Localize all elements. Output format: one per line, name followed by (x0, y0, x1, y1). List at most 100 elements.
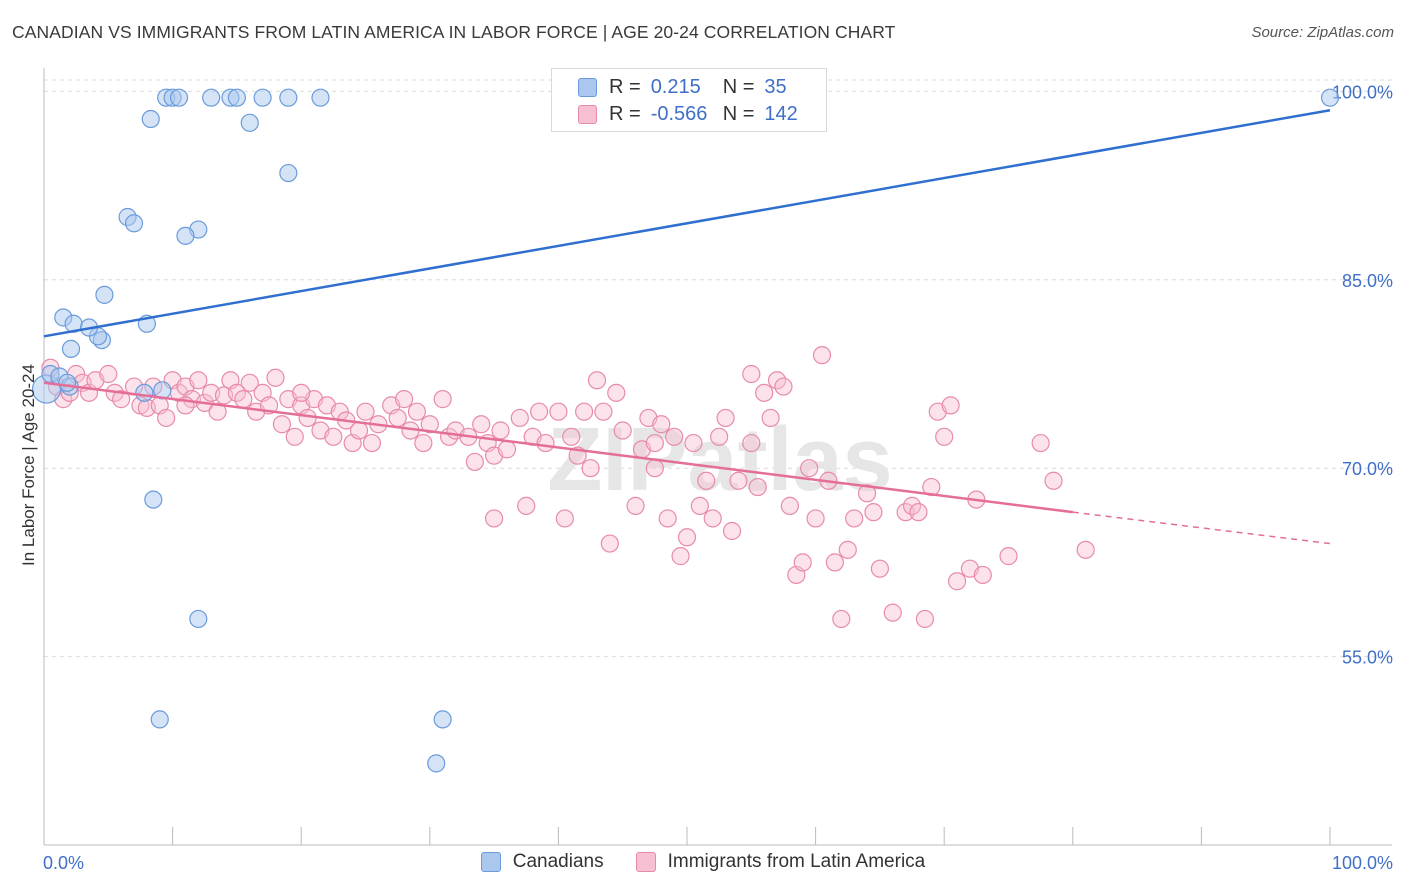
series-immigrants-points (41, 346, 1095, 629)
data-point-immigrants (677, 528, 697, 547)
data-point-canadians (253, 88, 272, 107)
legend-n-value: 142 (764, 102, 798, 125)
source-label: Source: ZipAtlas.com (1251, 24, 1394, 41)
legend-r-label: R = (609, 75, 641, 98)
data-point-immigrants (394, 390, 414, 409)
data-point-immigrants (665, 427, 684, 446)
data-point-immigrants (613, 421, 632, 440)
data-point-canadians (189, 609, 208, 629)
data-point-immigrants (587, 371, 607, 390)
data-point-immigrants (755, 383, 774, 402)
data-point-immigrants (742, 433, 761, 453)
data-point-immigrants (742, 364, 761, 384)
data-point-immigrants (947, 572, 967, 591)
data-point-immigrants (388, 408, 407, 428)
data-point-canadians (311, 88, 330, 107)
data-point-immigrants (909, 503, 928, 522)
data-point-immigrants (292, 383, 311, 402)
data-point-immigrants (536, 433, 555, 453)
legend-n-label: N = (722, 75, 755, 98)
data-point-immigrants (549, 402, 568, 421)
data-point-immigrants (407, 402, 427, 421)
data-point-immigrants (812, 346, 832, 365)
data-point-immigrants (658, 509, 677, 528)
legend-item-immigrants: Immigrants from Latin America (635, 851, 925, 873)
legend-swatch-canadians (480, 852, 501, 872)
data-point-immigrants (497, 440, 517, 459)
data-point-immigrants (999, 547, 1018, 566)
data-point-immigrants (645, 459, 664, 478)
y-tick-label: 70.0% (1342, 459, 1393, 479)
data-point-immigrants (1044, 471, 1063, 490)
data-point-canadians (176, 226, 195, 245)
grid-lines (44, 79, 1392, 658)
data-point-immigrants (825, 553, 844, 572)
data-point-immigrants (973, 565, 992, 585)
data-point-immigrants (870, 559, 890, 578)
data-point-immigrants (356, 402, 375, 421)
data-point-immigrants (594, 402, 613, 421)
legend-swatch-immigrants (635, 852, 656, 872)
data-point-immigrants (240, 373, 259, 392)
data-point-immigrants (857, 484, 877, 503)
data-point-immigrants (208, 402, 227, 421)
data-point-immigrants (465, 452, 484, 472)
data-point-immigrants (607, 383, 626, 402)
legend-n-label: N = (722, 102, 755, 125)
y-tick-label: 55.0% (1342, 648, 1393, 668)
x-tick-label-min: 0.0% (43, 853, 84, 873)
data-point-immigrants (845, 509, 864, 528)
data-point-immigrants (684, 433, 703, 453)
y-tick-label: 85.0% (1342, 271, 1393, 291)
data-point-immigrants (806, 509, 825, 528)
data-point-immigrants (414, 433, 433, 453)
trend-line-immigrants (43, 381, 1073, 514)
data-point-canadians (202, 88, 221, 107)
x-tick-label-max: 100.0% (1332, 853, 1393, 873)
legend-row-immigrants: R = -0.566 N = 142 (578, 101, 798, 127)
series-canadians-points (31, 88, 1340, 773)
data-point-canadians (433, 710, 452, 729)
axes (43, 68, 1392, 846)
legend-row-canadians: R = 0.215 N = 35 (578, 74, 787, 100)
data-point-immigrants (793, 553, 812, 572)
data-point-immigrants (626, 496, 645, 515)
data-point-immigrants (748, 477, 767, 497)
legend-swatch-pink (578, 104, 597, 124)
data-point-immigrants (581, 459, 600, 478)
data-point-immigrants (722, 521, 742, 541)
data-point-immigrants (935, 427, 954, 446)
data-point-immigrants (671, 547, 690, 566)
data-point-immigrants (710, 427, 729, 446)
data-point-immigrants (234, 390, 253, 409)
data-point-immigrants (600, 534, 619, 553)
data-point-immigrants (652, 415, 671, 434)
data-point-canadians (169, 88, 189, 107)
legend-r-value: 0.215 (650, 75, 701, 98)
data-point-canadians (279, 163, 298, 183)
data-point-immigrants (761, 408, 780, 428)
data-point-immigrants (941, 396, 960, 415)
data-point-immigrants (349, 421, 369, 440)
trend-lines (43, 109, 1331, 545)
data-point-canadians (427, 754, 446, 773)
data-point-immigrants (1076, 540, 1095, 559)
data-point-immigrants (517, 496, 536, 515)
data-point-immigrants (883, 603, 902, 622)
data-point-immigrants (272, 415, 292, 434)
data-point-canadians (135, 383, 154, 402)
y-axis-label: In Labor Force | Age 20-24 (19, 364, 38, 566)
legend-item-canadians: Canadians (480, 851, 604, 873)
data-point-immigrants (510, 408, 529, 428)
data-point-immigrants (298, 408, 317, 428)
data-point-immigrants (112, 390, 131, 409)
data-point-canadians (141, 109, 160, 129)
data-point-canadians (95, 285, 114, 304)
watermark: ZIPatlas (547, 410, 892, 510)
series-legend: Canadians Immigrants from Latin America (0, 851, 1406, 873)
data-point-immigrants (420, 415, 439, 434)
data-point-immigrants (915, 609, 935, 629)
data-point-immigrants (716, 408, 735, 428)
legend-label-canadians: Canadians (512, 851, 604, 872)
